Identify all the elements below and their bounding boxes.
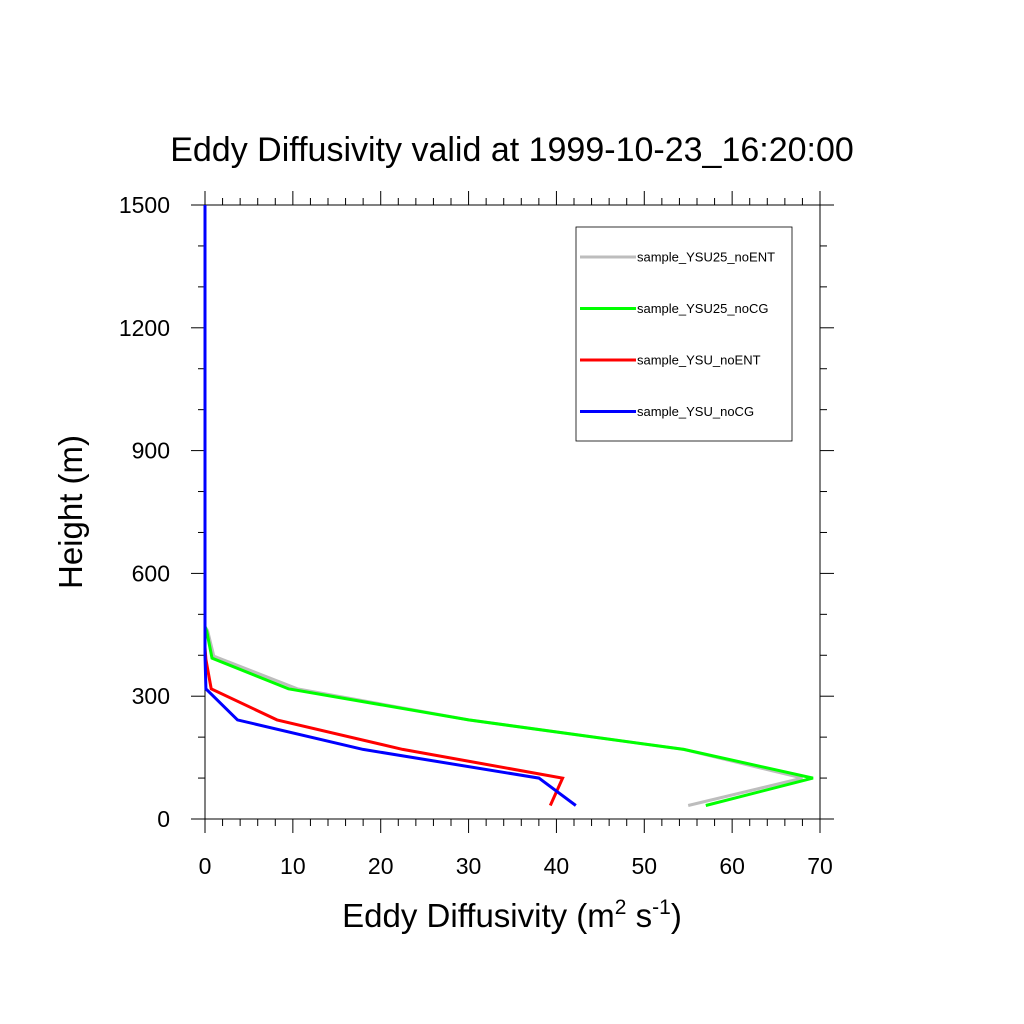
y-tick-label: 0 [157,806,170,832]
legend-label: sample_YSU_noCG [637,404,754,419]
x-axis-label-end: ) [671,897,682,934]
x-tick-label: 70 [807,853,833,879]
x-axis-label-mid: s [626,897,652,934]
x-tick-label: 50 [631,853,657,879]
legend-box [575,226,793,442]
x-axis-label-superscript-1: 2 [615,896,627,919]
plot-area: 0 10 20 30 40 50 60 70 0 300 600 900 1200 1500 [119,191,834,879]
series-line-sample_YSU_noENT [203,205,565,807]
y-tick-label: 900 [132,438,170,464]
x-tick-label: 30 [456,853,482,879]
x-axis-ticks: 0 10 20 30 40 50 60 70 [199,191,833,879]
y-tick-label: 1500 [119,192,170,218]
x-axis-label: Eddy Diffusivity (m2 s-1) [342,896,682,934]
x-tick-label: 10 [280,853,306,879]
x-tick-label: 0 [199,853,212,879]
y-tick-label: 600 [132,560,170,586]
legend-items: sample_YSU25_noENT sample_YSU25_noCGsampl… [580,250,775,419]
x-tick-label: 40 [544,853,570,879]
legend-label: sample_YSU_noENT [637,353,761,368]
legend-label: sample_YSU25_noCG [637,301,769,316]
x-tick-label: 20 [368,853,394,879]
y-tick-label: 300 [132,683,170,709]
x-tick-label: 60 [719,853,745,879]
series-line-sample_YSU_noCG [203,205,577,807]
x-axis-label-base: Eddy Diffusivity (m [342,897,615,934]
series-lines [203,205,814,807]
legend: sample_YSU25_noENT sample_YSU25_noCGsampl… [575,226,793,442]
y-tick-label: 1200 [119,315,170,341]
chart-title: Eddy Diffusivity valid at 1999-10-23_16:… [170,131,854,169]
y-axis-ticks: 0 300 600 900 1200 1500 [119,192,834,832]
y-axis-label: Height (m) [52,435,89,589]
legend-label: sample_YSU25_noENT [637,250,775,265]
x-axis-label-superscript-2: -1 [652,896,671,919]
